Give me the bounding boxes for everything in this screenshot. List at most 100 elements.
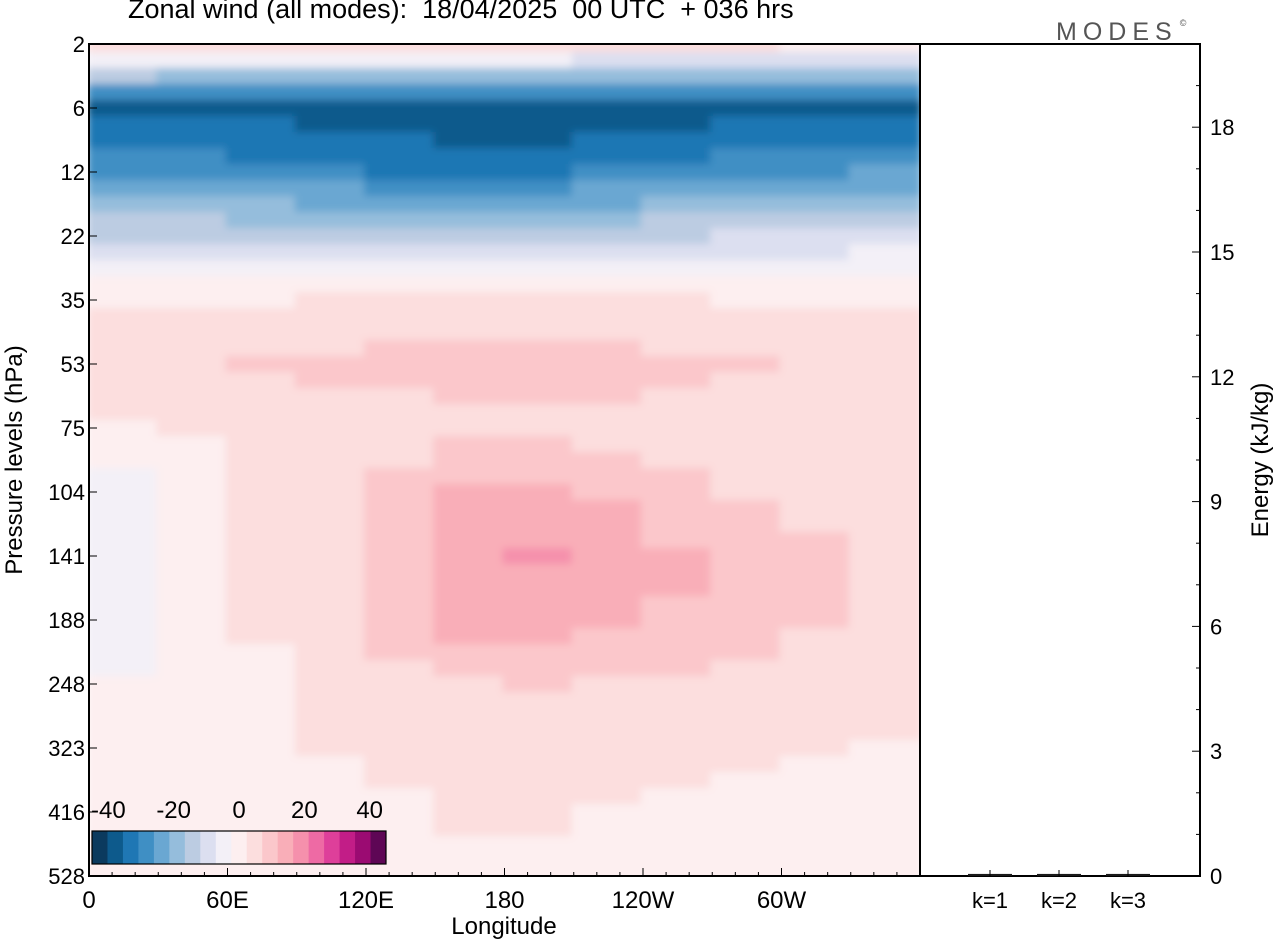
colorbar-label: -20 [156, 797, 191, 824]
wind-cell [571, 404, 645, 422]
wind-cell [710, 228, 784, 246]
wind-cell [571, 196, 645, 214]
wind-cell [779, 164, 853, 182]
wind-cell [848, 324, 920, 342]
wind-cell [571, 260, 645, 278]
wind-cell [641, 132, 715, 150]
wind-cell [848, 244, 920, 262]
wind-cell [848, 660, 920, 678]
wind-cell [710, 740, 784, 758]
wind-cell [571, 868, 645, 876]
wind-cell [364, 724, 438, 742]
wind-cell [571, 628, 645, 646]
wind-cell [502, 676, 576, 694]
wind-cell [225, 772, 299, 790]
wind-cell [225, 292, 299, 310]
wind-cell [89, 740, 161, 758]
energy-categories: k=1 k=2 k=3 [972, 870, 1146, 913]
wind-cell [779, 212, 853, 230]
wind-cell [89, 68, 161, 86]
wind-cell [225, 484, 299, 502]
wind-cell [433, 52, 507, 70]
wind-cell [225, 100, 299, 118]
wind-cell [364, 500, 438, 518]
wind-cell [848, 228, 920, 246]
energy-tick-label: 3 [1210, 739, 1222, 764]
colorbar-swatch [231, 831, 248, 864]
wind-cell [89, 788, 161, 806]
wind-cell [225, 420, 299, 438]
wind-cell [364, 324, 438, 342]
wind-cell [641, 452, 715, 470]
wind-cell [433, 132, 507, 150]
wind-cell [779, 340, 853, 358]
wind-cell [848, 532, 920, 550]
wind-cell [502, 116, 576, 134]
wind-cell [225, 500, 299, 518]
wind-cell [433, 68, 507, 86]
wind-cell [779, 148, 853, 166]
wind-cell [156, 452, 230, 470]
energy-tick-label: 9 [1210, 490, 1222, 515]
wind-cell [225, 212, 299, 230]
wind-cell [156, 132, 230, 150]
wind-cell [571, 356, 645, 374]
wind-cell [156, 196, 230, 214]
wind-cell [571, 756, 645, 774]
y-tick-label: 35 [61, 288, 85, 313]
wind-cell [502, 164, 576, 182]
wind-cell [848, 420, 920, 438]
wind-cell [89, 260, 161, 278]
wind-cell [779, 724, 853, 742]
colorbar-swatch [92, 831, 108, 864]
wind-cell [848, 564, 920, 582]
wind-cell [225, 644, 299, 662]
wind-cell [779, 276, 853, 294]
wind-cell [848, 164, 920, 182]
wind-cell [502, 340, 576, 358]
wind-cell [502, 212, 576, 230]
wind-cell [225, 116, 299, 134]
wind-cell [89, 500, 161, 518]
colorbar-swatch [324, 831, 341, 864]
wind-cell [89, 660, 161, 678]
wind-cell [225, 532, 299, 550]
wind-cell [294, 196, 368, 214]
wind-cell [433, 436, 507, 454]
wind-cell [641, 644, 715, 662]
wind-cell [502, 708, 576, 726]
wind-cell [710, 452, 784, 470]
wind-cell [502, 276, 576, 294]
wind-cell [225, 564, 299, 582]
wind-cell [433, 740, 507, 758]
wind-cell [364, 708, 438, 726]
wind-cell [156, 436, 230, 454]
wind-cell [641, 596, 715, 614]
wind-cell [710, 404, 784, 422]
wind-cell [364, 44, 438, 54]
wind-cell [433, 692, 507, 710]
wind-cell [502, 148, 576, 166]
wind-cell [433, 164, 507, 182]
wind-cell [156, 692, 230, 710]
wind-cell [848, 196, 920, 214]
wind-cell [433, 852, 507, 870]
wind-cell [779, 772, 853, 790]
wind-cell [848, 852, 920, 870]
wind-cell [433, 388, 507, 406]
wind-cell [779, 52, 853, 70]
wind-cell [779, 260, 853, 278]
wind-cell [433, 244, 507, 262]
wind-cell [156, 644, 230, 662]
wind-cell [294, 724, 368, 742]
wind-cell [641, 388, 715, 406]
wind-cell [156, 756, 230, 774]
wind-cell [641, 148, 715, 166]
wind-cell [641, 548, 715, 566]
wind-cell [848, 340, 920, 358]
wind-cell [156, 532, 230, 550]
wind-cell [364, 612, 438, 630]
wind-cell [294, 436, 368, 454]
wind-cell [433, 340, 507, 358]
wind-cell [502, 852, 576, 870]
